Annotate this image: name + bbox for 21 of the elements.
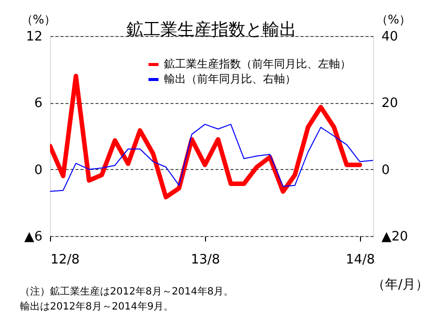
- y-tick-label: 6: [34, 96, 42, 112]
- y2-tick-label: 0: [382, 162, 390, 178]
- x-axis-title: （年/月）: [372, 278, 428, 292]
- text: （注）鉱工業生産は2012年8月～2014年8月。: [20, 286, 234, 298]
- y2-tick-label: ▲20: [382, 230, 408, 244]
- text: 輸出は2012年8月～2014年9月。: [20, 300, 174, 312]
- x-tick-label: 12/8: [50, 252, 80, 268]
- y2-axis-title: （%）: [376, 12, 412, 26]
- y2-tick-label: 40: [382, 30, 398, 44]
- line-series: [50, 124, 373, 192]
- line-series: [50, 74, 362, 200]
- legend-label: 輸出（前年同月比、右軸）: [164, 72, 296, 86]
- x-tick-label: 14/8: [346, 252, 375, 268]
- y-axis-title: （%）: [20, 12, 56, 26]
- legend-label: 鉱工業生産指数（前年同月比、左軸）: [164, 58, 351, 70]
- y-tick-label: 12: [26, 30, 42, 44]
- chart-title: 鉱工業生産指数と輸出: [126, 20, 296, 40]
- y-tick-label: ▲6: [24, 230, 42, 244]
- x-tick-label: 13/8: [190, 252, 220, 268]
- y-tick-label: 0: [34, 162, 42, 178]
- y2-tick-label: 20: [382, 96, 398, 112]
